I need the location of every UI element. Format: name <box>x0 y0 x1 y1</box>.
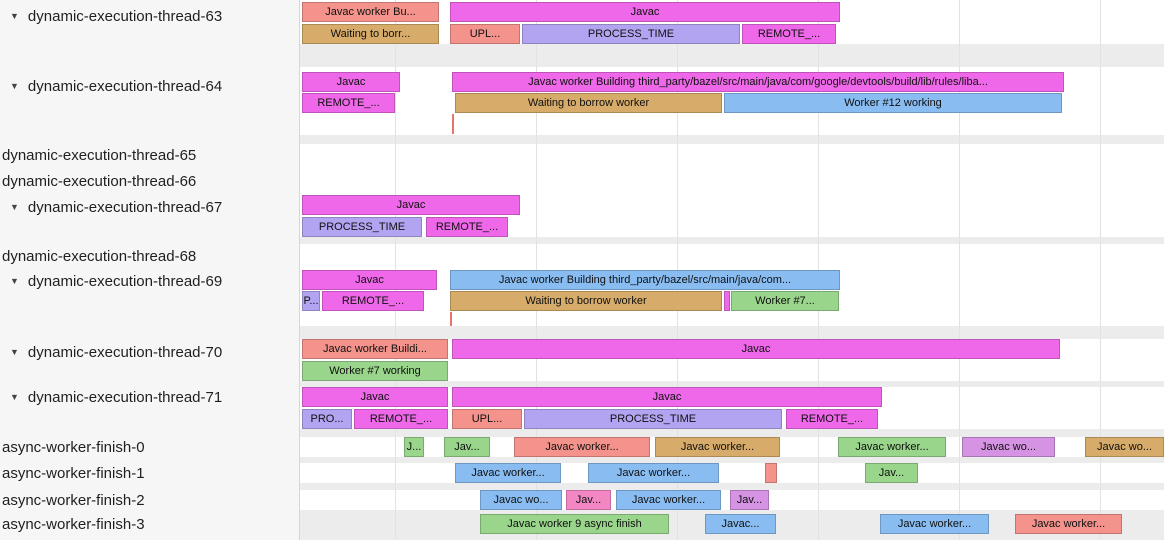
thread-name: dynamic-execution-thread-68 <box>2 247 197 265</box>
trace-slice[interactable]: Jav... <box>444 437 490 457</box>
thread-label-dynamic-execution-thread-65[interactable]: dynamic-execution-thread-65 <box>0 145 299 165</box>
collapse-arrow-icon[interactable]: ▼ <box>10 81 19 91</box>
trace-slice[interactable]: Waiting to borrow worker <box>450 291 722 311</box>
trace-slice[interactable]: Javac worker... <box>514 437 650 457</box>
row-spacer <box>300 483 1164 490</box>
trace-slice[interactable]: Waiting to borr... <box>302 24 439 44</box>
row-spacer <box>300 429 1164 437</box>
trace-slice[interactable]: Javac <box>452 387 882 407</box>
trace-slice[interactable]: Javac wo... <box>962 437 1055 457</box>
thread-label-dynamic-execution-thread-66[interactable]: dynamic-execution-thread-66 <box>0 171 299 191</box>
trace-slice[interactable]: Javac wo... <box>1085 437 1164 457</box>
flow-event-tick <box>452 114 454 134</box>
thread-name: dynamic-execution-thread-64 <box>27 77 223 95</box>
collapse-arrow-icon[interactable]: ▼ <box>10 392 19 402</box>
trace-slice[interactable]: J... <box>404 437 424 457</box>
collapse-arrow-icon[interactable]: ▼ <box>10 276 19 286</box>
trace-slice[interactable]: PROCESS_TIME <box>524 409 782 429</box>
trace-slice[interactable]: Javac worker... <box>880 514 989 534</box>
row-spacer <box>300 457 1164 463</box>
trace-slice[interactable]: Jav... <box>730 490 769 510</box>
trace-slice[interactable]: Javac worker... <box>838 437 946 457</box>
trace-slice[interactable]: REMOTE_... <box>322 291 424 311</box>
thread-name: dynamic-execution-thread-70 <box>27 343 223 361</box>
thread-name: async-worker-finish-3 <box>2 515 145 533</box>
trace-slice[interactable]: Javac worker... <box>1015 514 1122 534</box>
trace-slice[interactable]: Worker #12 working <box>724 93 1062 113</box>
thread-name: async-worker-finish-1 <box>2 464 145 482</box>
trace-slice[interactable]: UPL... <box>450 24 520 44</box>
trace-slice[interactable]: REMOTE_... <box>786 409 878 429</box>
flow-event-tick <box>450 312 452 326</box>
time-gridline <box>1100 0 1101 540</box>
trace-slice[interactable]: REMOTE_... <box>742 24 836 44</box>
trace-slice[interactable]: Javac wo... <box>480 490 562 510</box>
time-gridline <box>959 0 960 540</box>
trace-slice[interactable]: Worker #7 working <box>302 361 448 381</box>
trace-slice[interactable]: PROCESS_TIME <box>302 217 422 237</box>
row-spacer <box>300 44 1164 67</box>
collapse-arrow-icon[interactable]: ▼ <box>10 347 19 357</box>
trace-slice[interactable] <box>765 463 777 483</box>
thread-name: dynamic-execution-thread-71 <box>27 388 223 406</box>
thread-label-dynamic-execution-thread-67[interactable]: ▼ dynamic-execution-thread-67 <box>0 197 299 217</box>
thread-label-panel: ▼ dynamic-execution-thread-63 ▼ dynamic-exe… <box>0 0 300 540</box>
collapse-arrow-icon[interactable]: ▼ <box>10 11 19 21</box>
trace-slice[interactable]: P... <box>302 291 320 311</box>
trace-slice[interactable]: REMOTE_... <box>302 93 395 113</box>
row-spacer <box>300 326 1164 339</box>
trace-slice[interactable]: Javac <box>302 72 400 92</box>
trace-slice[interactable]: Waiting to borrow worker <box>455 93 722 113</box>
trace-slice[interactable]: Javac worker Buildi... <box>302 339 448 359</box>
trace-slice[interactable]: Javac worker... <box>588 463 719 483</box>
trace-slice[interactable]: Javac <box>450 2 840 22</box>
trace-slice[interactable]: Javac worker Bu... <box>302 2 439 22</box>
trace-slice[interactable]: Javac... <box>705 514 776 534</box>
row-spacer <box>300 135 1164 144</box>
trace-slice[interactable]: Javac worker... <box>655 437 780 457</box>
trace-slice[interactable]: Worker #7... <box>731 291 839 311</box>
thread-label-async-worker-finish-2[interactable]: async-worker-finish-2 <box>0 490 299 510</box>
thread-name: dynamic-execution-thread-67 <box>27 198 223 216</box>
thread-label-async-worker-finish-3[interactable]: async-worker-finish-3 <box>0 514 299 534</box>
trace-slice[interactable]: Jav... <box>566 490 611 510</box>
trace-slice[interactable]: Javac <box>452 339 1060 359</box>
trace-slice[interactable]: Javac worker 9 async finish <box>480 514 669 534</box>
row-spacer <box>300 381 1164 387</box>
thread-label-async-worker-finish-0[interactable]: async-worker-finish-0 <box>0 437 299 457</box>
thread-name: dynamic-execution-thread-65 <box>2 146 197 164</box>
thread-label-dynamic-execution-thread-63[interactable]: ▼ dynamic-execution-thread-63 <box>0 6 299 26</box>
trace-slice[interactable]: Javac <box>302 195 520 215</box>
collapse-arrow-icon[interactable]: ▼ <box>10 202 19 212</box>
trace-slice[interactable]: PRO... <box>302 409 352 429</box>
thread-label-dynamic-execution-thread-64[interactable]: ▼ dynamic-execution-thread-64 <box>0 76 299 96</box>
trace-slice[interactable]: Javac <box>302 387 448 407</box>
thread-label-async-worker-finish-1[interactable]: async-worker-finish-1 <box>0 463 299 483</box>
row-spacer <box>300 237 1164 244</box>
thread-name: async-worker-finish-2 <box>2 491 145 509</box>
thread-name: dynamic-execution-thread-66 <box>2 172 197 190</box>
trace-slice[interactable] <box>724 291 730 311</box>
thread-name: dynamic-execution-thread-69 <box>27 272 223 290</box>
trace-slice[interactable]: Javac worker... <box>455 463 561 483</box>
timeline-panel[interactable]: Javac worker Bu... Javac Waiting to borr..… <box>300 0 1164 540</box>
trace-slice[interactable]: Javac <box>302 270 437 290</box>
trace-slice[interactable]: Javac worker Building third_party/bazel/… <box>452 72 1064 92</box>
trace-slice[interactable]: PROCESS_TIME <box>522 24 740 44</box>
thread-label-dynamic-execution-thread-70[interactable]: ▼ dynamic-execution-thread-70 <box>0 342 299 362</box>
trace-slice[interactable]: Javac worker... <box>616 490 721 510</box>
trace-slice[interactable]: Jav... <box>865 463 918 483</box>
trace-slice[interactable]: REMOTE_... <box>354 409 448 429</box>
trace-slice[interactable]: Javac worker Building third_party/bazel/… <box>450 270 840 290</box>
trace-slice[interactable]: REMOTE_... <box>426 217 508 237</box>
thread-label-dynamic-execution-thread-68[interactable]: dynamic-execution-thread-68 <box>0 246 299 266</box>
thread-name: async-worker-finish-0 <box>2 438 145 456</box>
thread-label-dynamic-execution-thread-71[interactable]: ▼ dynamic-execution-thread-71 <box>0 387 299 407</box>
trace-slice[interactable]: UPL... <box>452 409 522 429</box>
thread-name: dynamic-execution-thread-63 <box>27 7 223 25</box>
thread-label-dynamic-execution-thread-69[interactable]: ▼ dynamic-execution-thread-69 <box>0 271 299 291</box>
